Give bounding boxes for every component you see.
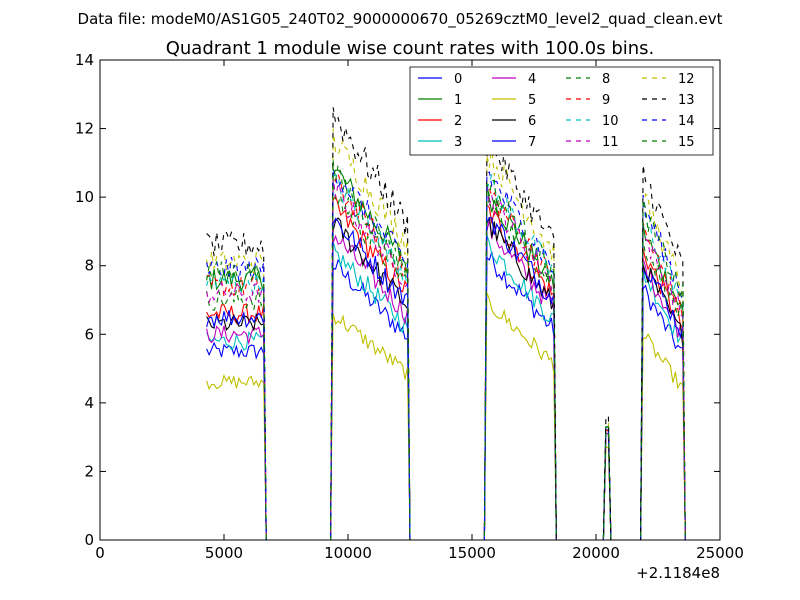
y-tick-label: 8: [84, 257, 94, 275]
x-tick-label: 0: [95, 544, 105, 562]
legend-label-4: 4: [528, 72, 536, 87]
legend-label-10: 10: [602, 114, 619, 129]
y-tick-label: 12: [75, 120, 94, 138]
y-tick-label: 6: [84, 325, 94, 343]
y-tick-label: 0: [84, 531, 94, 549]
y-tick-label: 4: [84, 394, 94, 412]
axes-frame: [99, 59, 721, 541]
legend-label-0: 0: [454, 72, 462, 87]
legend-label-5: 5: [528, 93, 536, 108]
legend-frame: [409, 66, 714, 156]
legend-label-11: 11: [602, 135, 619, 150]
legend-label-8: 8: [602, 72, 610, 87]
figure-suptitle: Data file: modeM0/AS1G05_240T02_90000006…: [78, 10, 723, 29]
x-tick-label: 5000: [205, 544, 243, 562]
y-tick-label: 2: [84, 462, 94, 480]
legend-label-3: 3: [454, 135, 462, 150]
legend-label-15: 15: [678, 135, 695, 150]
y-tick-label: 14: [75, 51, 94, 69]
legend-label-1: 1: [454, 93, 462, 108]
x-tick-label: 10000: [324, 544, 372, 562]
x-offset-label: +2.1184e8: [636, 564, 720, 582]
legend-label-2: 2: [454, 114, 462, 129]
chart-title: Quadrant 1 module wise count rates with …: [166, 38, 655, 59]
legend-label-6: 6: [528, 114, 536, 129]
legend-label-9: 9: [602, 93, 610, 108]
legend-label-14: 14: [678, 114, 695, 129]
legend-label-7: 7: [528, 135, 536, 150]
legend-label-12: 12: [678, 72, 695, 87]
legend-label-13: 13: [678, 93, 695, 108]
x-tick-label: 20000: [572, 544, 620, 562]
series-line-15: [206, 160, 686, 541]
x-tick-label: 15000: [448, 544, 496, 562]
x-tick-label: 25000: [696, 544, 744, 562]
y-tick-label: 10: [75, 188, 94, 206]
